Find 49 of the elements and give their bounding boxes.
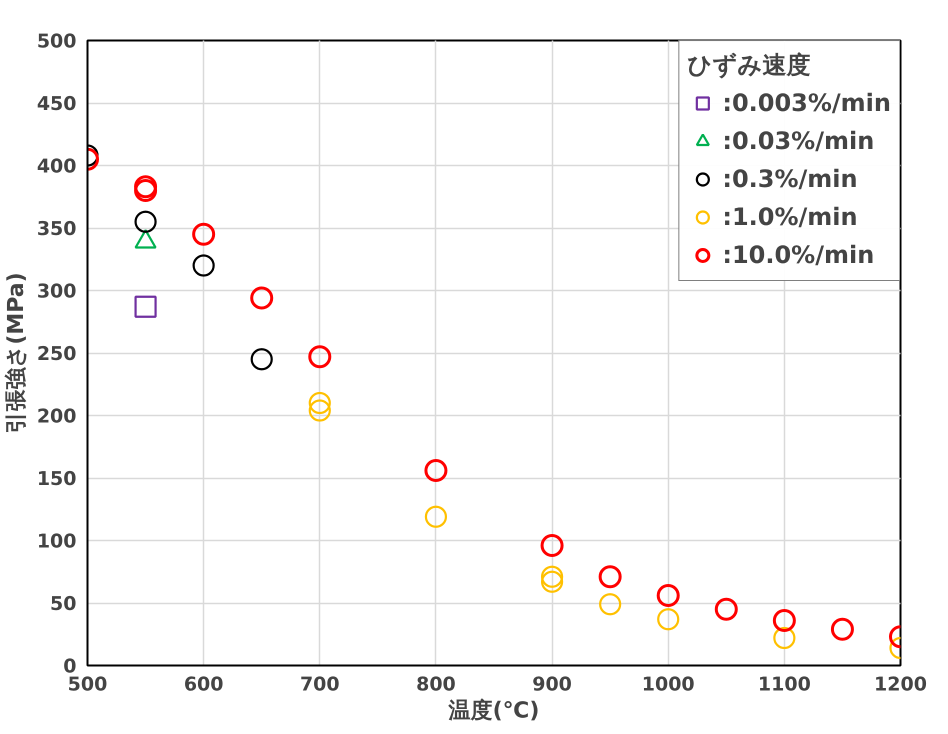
point — [656, 584, 680, 607]
point — [134, 296, 157, 318]
x-tick-label: 1200 — [874, 674, 927, 696]
legend-title: ひずみ速度 — [687, 50, 812, 81]
y-tick-label: 400 — [36, 156, 77, 178]
y-tick-label: 150 — [36, 468, 77, 490]
y-tick-label: 500 — [36, 30, 77, 52]
point — [192, 222, 216, 246]
point — [424, 506, 448, 528]
y-tick-label: 100 — [36, 530, 77, 552]
y-tick-label: 450 — [36, 93, 77, 115]
x-tick-label: 900 — [532, 674, 572, 696]
point — [772, 609, 796, 632]
point — [134, 175, 158, 198]
point — [308, 345, 332, 368]
legend-label: :10.0%/min — [722, 240, 874, 271]
point — [598, 565, 622, 588]
point — [540, 534, 564, 557]
x-axis-title: 温度(℃) — [448, 698, 540, 724]
x-tick-label: 1000 — [642, 674, 695, 696]
point — [134, 179, 158, 202]
legend-label: :0.3%/min — [722, 164, 858, 195]
point — [250, 348, 273, 370]
point — [134, 210, 157, 233]
y-tick-label: 200 — [36, 406, 77, 428]
x-tick-label: 800 — [416, 674, 456, 696]
y-axis-title: 引張強さ(MPa) — [4, 272, 29, 434]
point — [714, 598, 738, 621]
legend-label: :0.03%/min — [722, 126, 874, 157]
point — [773, 626, 796, 650]
point — [540, 570, 564, 593]
point — [192, 254, 215, 277]
y-tick-label: 50 — [50, 593, 77, 615]
point — [308, 399, 331, 422]
point — [540, 566, 564, 588]
point — [250, 286, 274, 310]
point — [424, 459, 448, 482]
point — [830, 618, 854, 641]
y-tick-label: 300 — [36, 280, 77, 302]
x-tick-label: 600 — [184, 674, 224, 696]
legend-label: :0.003%/min — [722, 88, 891, 119]
point — [599, 593, 622, 616]
x-tick-label: 1100 — [758, 674, 811, 696]
x-tick-label: 700 — [300, 674, 340, 696]
point — [657, 608, 680, 630]
y-tick-label: 250 — [36, 343, 77, 365]
y-tick-label: 350 — [36, 218, 77, 240]
point — [308, 392, 331, 414]
legend-label: :1.0%/min — [722, 202, 858, 233]
